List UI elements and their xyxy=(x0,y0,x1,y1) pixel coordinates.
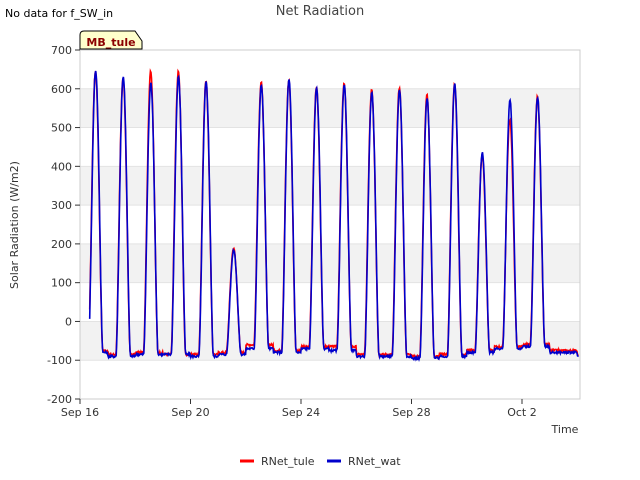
legend: RNet_tule RNet_wat xyxy=(240,455,401,468)
y-tick-label: -200 xyxy=(47,393,72,406)
site-badge-box xyxy=(79,30,143,50)
axes: -200 -100 0 100 200 300 400 500 600 700 Sep 16 Sep … xyxy=(47,44,537,419)
y-tick-label: 100 xyxy=(51,277,72,290)
y-tick-label: -100 xyxy=(47,354,72,367)
background-band xyxy=(80,88,580,128)
x-tick-label: Oct 2 xyxy=(507,406,537,419)
legend-label-wat: RNet_wat xyxy=(348,455,401,468)
background-band xyxy=(80,166,580,206)
chart-title: Net Radiation xyxy=(276,4,364,19)
no-data-notice: No data for f_SW_in xyxy=(5,7,114,20)
x-tick-label: Sep 24 xyxy=(282,406,320,419)
y-tick-label: 500 xyxy=(51,122,72,135)
y-tick-label: 300 xyxy=(51,199,72,212)
series-lines xyxy=(88,68,580,363)
y-tick-label: 700 xyxy=(51,44,72,57)
background-band xyxy=(80,321,580,361)
x-tick-label: Sep 20 xyxy=(171,406,209,419)
site-badge: MB_tule xyxy=(79,30,143,50)
legend-label-tule: RNet_tule xyxy=(261,455,315,468)
background-bands xyxy=(80,88,580,361)
y-tick-label: 600 xyxy=(51,83,72,96)
y-axis-label: Solar Radiation (W/m2) xyxy=(8,161,21,289)
series-line-RNet_wat xyxy=(88,70,580,363)
y-tick-label: 0 xyxy=(65,315,72,328)
y-tick-label: 400 xyxy=(51,160,72,173)
x-tick-label: Sep 16 xyxy=(61,406,99,419)
x-axis-label: Time xyxy=(551,423,579,436)
plot-frame xyxy=(79,49,581,400)
x-tick-label: Sep 28 xyxy=(392,406,430,419)
background-band xyxy=(80,243,580,283)
site-badge-label: MB_tule xyxy=(86,36,135,49)
y-tick-label: 200 xyxy=(51,238,72,251)
